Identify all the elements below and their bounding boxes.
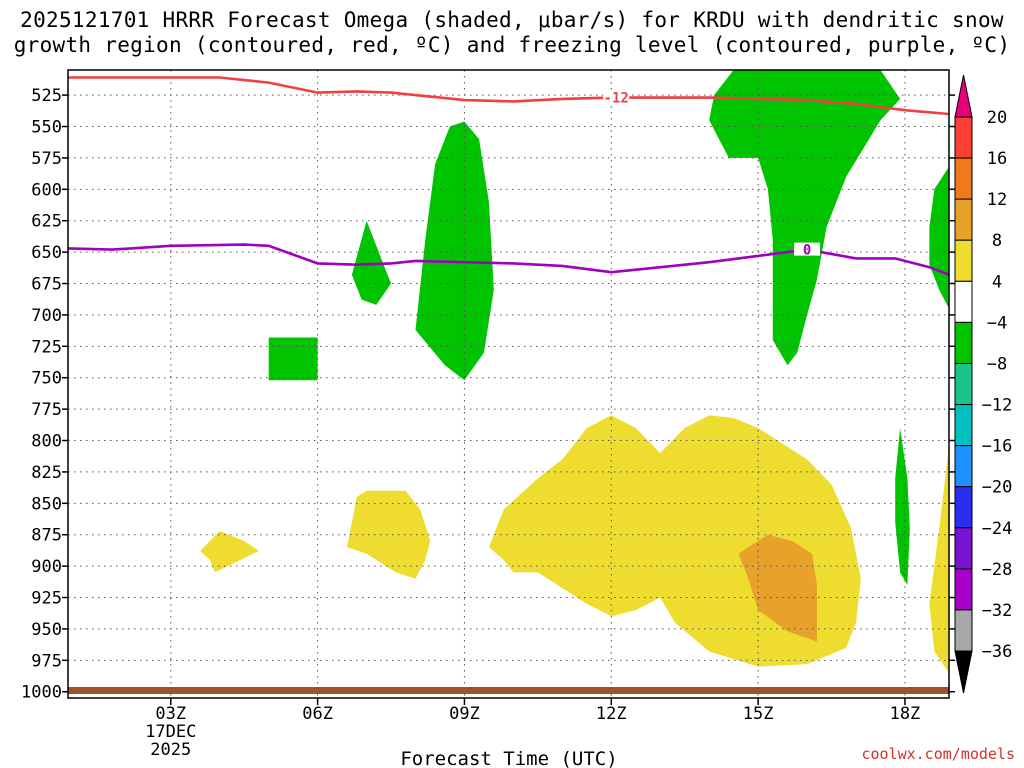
contour-dendritic-minus12	[68, 76, 949, 116]
y-tick-label: 725	[31, 337, 62, 357]
colorbar-label: 8	[992, 231, 1002, 251]
colorbar-label: 12	[987, 190, 1007, 210]
x-axis-title: Forecast Time (UTC)	[400, 748, 617, 768]
colorbar-swatch	[954, 157, 973, 200]
x-axis: 03Z 06Z 09Z 12Z 15Z 18Z	[155, 698, 920, 724]
y-tick-label: 950	[31, 620, 62, 640]
y-tick-label: 575	[31, 149, 62, 169]
colorbar-swatch	[954, 609, 973, 652]
colorbar-swatch	[954, 239, 973, 282]
y-tick-label: 750	[31, 369, 62, 389]
colorbar-bottom-arrow	[954, 650, 973, 694]
colorbar-label: 4	[992, 272, 1002, 292]
shaded-regions	[200, 70, 949, 673]
contour-label-bg	[603, 90, 630, 104]
colorbar-swatch	[954, 568, 973, 611]
chart-title: 2025121701 HRRR Forecast Omega (shaded, …	[20, 8, 1004, 32]
y-tick-label: 675	[31, 275, 62, 295]
grid-lines	[68, 70, 949, 698]
y-tick-label: 550	[31, 118, 62, 138]
colorbar-label: −32	[982, 601, 1013, 621]
colorbar-label: −8	[987, 354, 1007, 374]
colorbar-swatch	[954, 321, 973, 364]
y-tick-label: 900	[31, 557, 62, 577]
chart-subtitle: growth region (contoured, red, ºC) and f…	[13, 33, 1011, 57]
x-tick-label: 09Z	[449, 704, 480, 724]
y-tick-label: 850	[31, 494, 62, 514]
contour-label: 0	[803, 243, 811, 259]
y-axis: 525 550 575 600 625 650 675 700 725 750 775 800 825 8…	[21, 86, 955, 703]
shade-omega-4-8-near-03-04z	[200, 531, 259, 573]
colorbar-label: −20	[982, 478, 1013, 498]
contour-lines: -12 0	[68, 76, 949, 276]
colorbar-swatch	[954, 280, 973, 323]
terrain-surface	[68, 687, 949, 694]
colorbar-label: −4	[987, 313, 1007, 333]
colorbar-label: −28	[982, 560, 1013, 580]
x-tick-label: 06Z	[302, 704, 333, 724]
plot-frame	[67, 69, 950, 699]
x-date-label-day: 17DEC	[145, 722, 196, 742]
colorbar-swatch	[954, 527, 973, 570]
colorbar-top-arrow	[954, 74, 973, 118]
shade-omega-4-to-8-aloft-14-18z	[709, 70, 901, 366]
shade-omega-4-to-8-above-725-hpa-at-08-09z	[415, 121, 494, 381]
colorbar-label: −36	[982, 642, 1013, 662]
shade-omega-8-12-near-15-16z	[738, 534, 817, 642]
colorbar-swatch	[954, 404, 973, 447]
shade-omega-4-to-8-near-18z-aloft	[929, 166, 949, 309]
colorbar-swatch	[954, 445, 973, 488]
y-tick-label: 700	[31, 306, 62, 326]
colorbar-swatch	[954, 198, 973, 241]
y-tick-label: 525	[31, 86, 62, 106]
contour-freezing-level	[68, 243, 949, 276]
x-tick-label: 15Z	[743, 704, 774, 724]
y-tick-label: 600	[31, 180, 62, 200]
y-tick-label: 975	[31, 651, 62, 671]
x-tick-label: 18Z	[890, 704, 921, 724]
colorbar: 20 16 12 8 4 −4 −8 −12 −16 −20 −24 −28 −32 −36	[954, 74, 1013, 694]
shade-omega-4-to-8-near-18z-low-levels	[895, 428, 910, 585]
shade-omega-4-8-near-19z	[929, 446, 949, 673]
credit-text: coolwx.com/models	[861, 745, 1015, 763]
colorbar-label: −16	[982, 437, 1013, 457]
contour-label-bg	[794, 242, 821, 256]
y-tick-label: 625	[31, 212, 62, 232]
y-tick-label: 775	[31, 400, 62, 420]
colorbar-label: 20	[987, 108, 1007, 128]
y-tick-label: 925	[31, 589, 62, 609]
colorbar-swatch	[954, 362, 973, 406]
shade-omega-4-8-near-07-08z	[347, 490, 431, 579]
colorbar-swatch	[954, 486, 973, 529]
colorbar-label: 16	[987, 149, 1007, 169]
colorbar-label: −24	[982, 519, 1013, 539]
colorbar-swatch	[954, 116, 973, 159]
y-tick-label: 1000	[21, 683, 62, 703]
y-tick-label: 800	[31, 432, 62, 452]
x-tick-label: 12Z	[596, 704, 627, 724]
shade-omega-4-to-8-block-near-725-750-hpa-at-05z	[268, 337, 318, 381]
y-tick-label: 825	[31, 463, 62, 483]
contour-label: -12	[604, 91, 629, 107]
y-tick-label: 875	[31, 526, 62, 546]
x-tick-label: 03Z	[155, 704, 186, 724]
y-tick-label: 650	[31, 243, 62, 263]
colorbar-label: −12	[982, 396, 1013, 416]
x-date-label-year: 2025	[150, 740, 191, 760]
